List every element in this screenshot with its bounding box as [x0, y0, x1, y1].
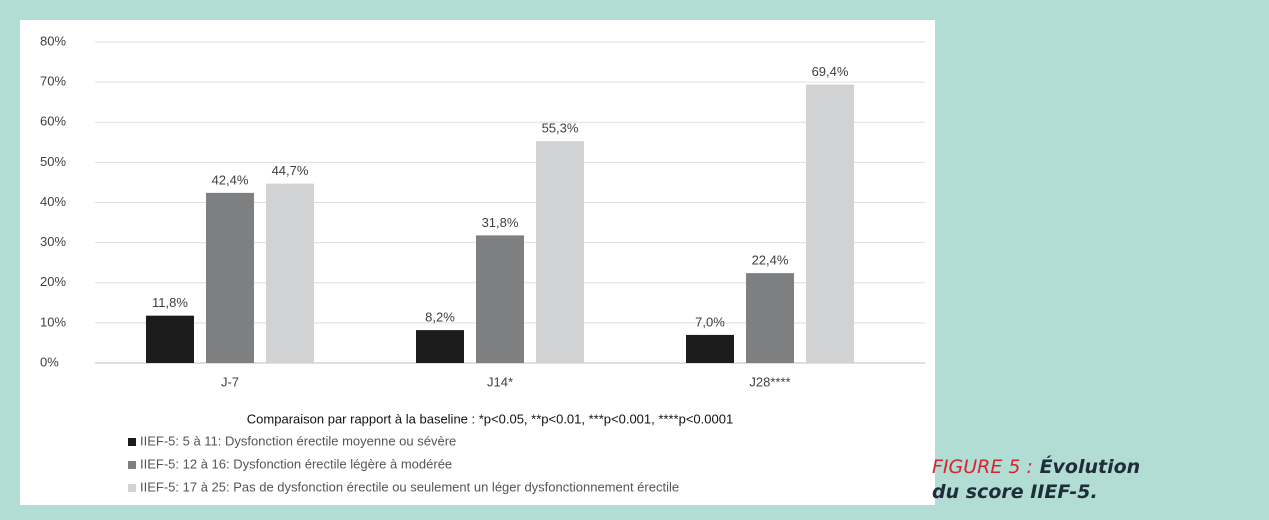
bar [206, 192, 254, 363]
value-label: 42,4% [212, 172, 249, 187]
value-label: 69,4% [812, 64, 849, 79]
value-label: 11,8% [152, 295, 188, 310]
value-label: 22,4% [752, 253, 789, 268]
caption-line: du score IIEF-5. [932, 481, 1098, 503]
x-tick-label: J14* [487, 374, 513, 389]
legend-swatch [128, 438, 136, 446]
caption-label: FIGURE 5 : [932, 456, 1033, 478]
bar [266, 183, 314, 363]
bar [416, 330, 464, 363]
y-tick-label: 20% [40, 274, 66, 289]
bar [806, 84, 854, 363]
y-tick-label: 0% [40, 354, 59, 369]
caption: FIGURE 5 : Évolution du score IIEF-5. [932, 455, 1252, 505]
legend-label: IIEF-5: 17 à 25: Pas de dysfonction érec… [140, 479, 679, 494]
y-tick-label: 70% [40, 74, 66, 89]
legend-swatch [128, 461, 136, 469]
value-label: 31,8% [482, 215, 519, 230]
value-label: 44,7% [272, 163, 309, 178]
value-label: 55,3% [542, 121, 579, 136]
value-label: 8,2% [425, 310, 455, 325]
y-tick-label: 80% [40, 33, 66, 48]
bar [146, 315, 194, 363]
x-tick-label: J28**** [749, 374, 790, 389]
note: Comparaison par rapport à la baseline : … [247, 411, 733, 426]
y-tick-label: 50% [40, 154, 66, 169]
caption-line: Évolution [1039, 456, 1141, 478]
x-tick-label: J-7 [221, 374, 239, 389]
legend-swatch [128, 484, 136, 492]
bar [476, 235, 524, 363]
legend-label: IIEF-5: 12 à 16: Dysfonction érectile lé… [140, 456, 452, 471]
y-tick-label: 10% [40, 314, 66, 329]
bar [686, 334, 734, 363]
y-tick-label: 30% [40, 234, 66, 249]
y-tick-label: 40% [40, 194, 66, 209]
y-tick-label: 60% [40, 114, 66, 129]
bar [746, 273, 794, 363]
bar [536, 141, 584, 363]
legend-label: IIEF-5: 5 à 11: Dysfonction érectile moy… [140, 433, 456, 448]
value-label: 7,0% [695, 314, 725, 329]
